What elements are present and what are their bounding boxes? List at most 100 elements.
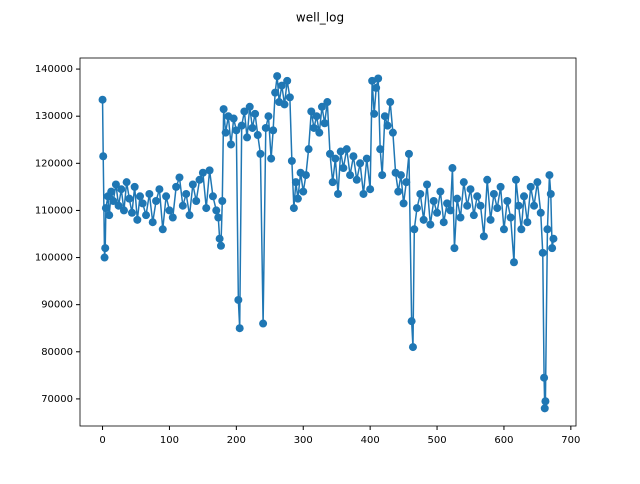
- marker: [315, 128, 324, 137]
- marker: [503, 197, 512, 206]
- y-tick-label: 140000: [35, 64, 73, 75]
- marker: [446, 206, 455, 215]
- marker: [366, 185, 375, 194]
- marker: [234, 295, 243, 304]
- marker: [342, 145, 351, 154]
- marker: [402, 178, 411, 187]
- marker: [526, 182, 535, 191]
- marker: [119, 206, 128, 215]
- marker: [408, 343, 417, 352]
- marker: [283, 76, 292, 85]
- x-tick-label: 0: [99, 435, 105, 446]
- marker: [253, 131, 262, 140]
- marker: [476, 201, 485, 210]
- marker: [483, 175, 492, 184]
- marker: [243, 133, 252, 142]
- marker: [212, 206, 221, 215]
- marker: [511, 175, 520, 184]
- marker: [352, 175, 361, 184]
- marker: [251, 109, 260, 118]
- marker: [192, 197, 201, 206]
- marker: [202, 204, 211, 213]
- marker: [334, 189, 343, 198]
- marker: [304, 145, 313, 154]
- marker: [152, 197, 161, 206]
- marker: [429, 197, 438, 206]
- marker: [410, 225, 419, 234]
- marker: [541, 397, 550, 406]
- marker: [101, 244, 110, 253]
- marker: [205, 166, 214, 175]
- x-tick-label: 200: [227, 435, 246, 446]
- marker: [489, 189, 498, 198]
- marker: [136, 192, 145, 201]
- marker: [548, 244, 557, 253]
- marker: [122, 178, 131, 187]
- marker: [237, 121, 246, 130]
- marker: [456, 213, 465, 222]
- marker: [155, 185, 164, 194]
- marker: [168, 213, 177, 222]
- marker: [198, 168, 207, 177]
- x-tick-label: 300: [294, 435, 313, 446]
- y-tick-label: 110000: [35, 205, 73, 216]
- marker: [514, 201, 523, 210]
- marker: [436, 187, 445, 196]
- marker: [549, 234, 558, 243]
- x-tick-label: 500: [428, 435, 447, 446]
- marker: [499, 225, 508, 234]
- marker: [506, 213, 515, 222]
- x-tick-label: 100: [160, 435, 179, 446]
- marker: [346, 171, 355, 180]
- marker: [370, 109, 379, 118]
- marker: [520, 192, 529, 201]
- marker: [540, 404, 549, 413]
- marker: [323, 98, 332, 107]
- line: [101, 76, 555, 409]
- marker: [130, 182, 139, 191]
- marker: [269, 126, 278, 135]
- marker: [404, 149, 413, 158]
- marker: [307, 107, 316, 116]
- marker: [368, 76, 377, 85]
- y-tick-label: 130000: [35, 111, 73, 122]
- marker: [178, 201, 187, 210]
- marker: [229, 114, 238, 123]
- marker: [235, 324, 244, 333]
- marker: [540, 373, 549, 382]
- marker: [175, 173, 184, 182]
- chart-title: well_log: [296, 11, 344, 25]
- marker: [320, 119, 329, 128]
- marker: [317, 102, 326, 111]
- marker: [336, 147, 345, 156]
- marker: [378, 171, 387, 180]
- marker: [107, 187, 116, 196]
- marker: [545, 171, 554, 180]
- marker: [493, 204, 502, 213]
- marker: [546, 189, 555, 198]
- marker: [277, 81, 286, 90]
- marker: [285, 93, 294, 102]
- marker: [218, 197, 227, 206]
- marker: [142, 211, 151, 220]
- marker: [309, 123, 318, 132]
- marker: [182, 189, 191, 198]
- marker: [380, 112, 389, 121]
- marker: [287, 156, 296, 165]
- marker: [416, 189, 425, 198]
- marker: [221, 128, 230, 137]
- marker: [109, 197, 118, 206]
- marker: [162, 192, 171, 201]
- marker: [264, 112, 273, 121]
- marker: [523, 218, 532, 227]
- marker: [248, 123, 257, 132]
- marker: [172, 182, 181, 191]
- marker: [138, 199, 147, 208]
- marker: [185, 211, 194, 220]
- marker: [530, 201, 539, 210]
- marker: [312, 112, 321, 121]
- marker: [372, 83, 381, 92]
- marker: [388, 128, 397, 137]
- marker: [543, 225, 552, 234]
- marker: [439, 218, 448, 227]
